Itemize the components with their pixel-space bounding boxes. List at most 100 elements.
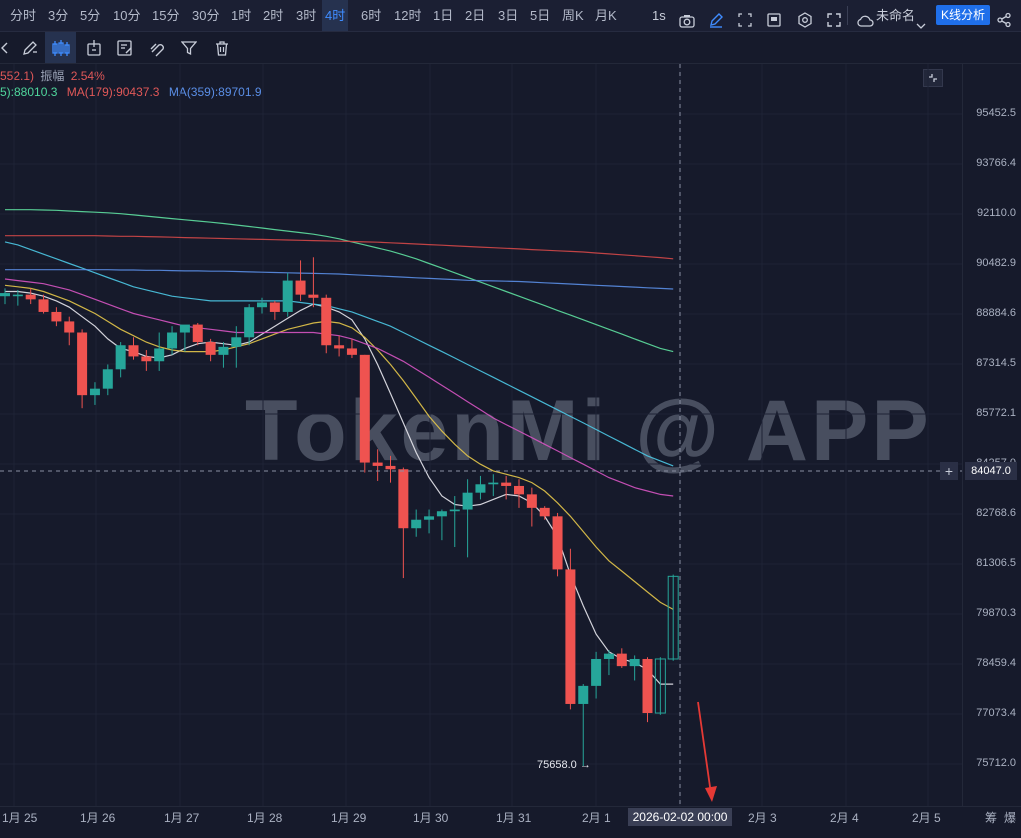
ma-359-value: MA(359):89701.9 <box>168 85 262 99</box>
candle-body <box>591 658 602 686</box>
candle-body <box>192 324 203 343</box>
candle-body <box>411 519 422 529</box>
candle-body <box>526 494 537 508</box>
time-tick-label: 1月 27 <box>164 811 200 825</box>
price-tick-label: 90482.9 <box>976 257 1016 269</box>
candle-body <box>346 348 357 355</box>
candlestick-type-icon[interactable] <box>45 32 76 63</box>
timeframe-2[interactable]: 5分 <box>80 8 101 23</box>
magnet-icon[interactable] <box>141 32 172 63</box>
price-tick-label: 92110.0 <box>977 207 1016 219</box>
pencil-icon[interactable] <box>708 8 724 28</box>
amplitude-label: 振幅 <box>40 69 65 83</box>
timeframe-4[interactable]: 15分 <box>152 8 180 23</box>
timeframe-11[interactable]: 12时 <box>394 8 422 23</box>
add-alert-button[interactable]: + <box>940 462 958 480</box>
timeframe-9[interactable]: 4时 <box>322 0 349 31</box>
gear-icon[interactable] <box>797 8 813 28</box>
price-tick-label: 87314.5 <box>976 357 1016 369</box>
timeframe-1[interactable]: 3分 <box>48 8 69 23</box>
candle-body <box>282 280 293 312</box>
filter-icon[interactable] <box>173 32 204 63</box>
candle-body <box>488 482 499 485</box>
share-icon[interactable] <box>996 8 1012 28</box>
timeframe-3[interactable]: 10分 <box>113 8 141 23</box>
price-tick-label: 88884.6 <box>976 307 1016 319</box>
candle-body <box>475 484 486 493</box>
draw-pen-icon[interactable] <box>14 32 45 63</box>
candle-body <box>629 658 640 667</box>
timeframe-15[interactable]: 5日 <box>530 8 551 23</box>
fullscreen-icon[interactable] <box>826 8 842 27</box>
trash-icon[interactable] <box>206 32 237 63</box>
interval-label[interactable]: 1s <box>652 8 666 23</box>
candlestick-chart[interactable] <box>0 64 962 806</box>
candle-body <box>102 369 113 389</box>
toolbar-divider <box>847 6 848 25</box>
annotation-arrow-line <box>697 701 712 795</box>
liquidation-label[interactable]: 爆 <box>1004 811 1017 825</box>
price-axis[interactable]: 95452.5 93766.4 92110.0 90482.9 88884.6 87314… <box>962 64 1021 806</box>
ma-line-green <box>5 209 674 353</box>
candle-body <box>295 280 306 295</box>
price-tick-label: 85772.1 <box>976 407 1016 419</box>
chevron-left-icon[interactable] <box>0 32 19 63</box>
edit-note-icon[interactable] <box>109 32 140 63</box>
select-frame-icon[interactable] <box>737 8 753 27</box>
candle-body <box>167 332 178 349</box>
timeframe-14[interactable]: 3日 <box>498 8 519 23</box>
time-axis[interactable]: 筹 爆 1月 25 1月 26 1月 27 1月 28 1月 29 1月 30 1月 31 2… <box>0 806 1021 838</box>
candle-body <box>89 388 100 396</box>
timeframe-16[interactable]: 周K <box>562 8 584 23</box>
timeframe-17[interactable]: 月K <box>595 8 617 23</box>
timeframe-12[interactable]: 1日 <box>433 8 454 23</box>
candle-body <box>462 492 473 510</box>
candle-body <box>64 321 75 333</box>
candle-body <box>0 293 10 297</box>
candle-body <box>501 482 512 486</box>
candle-body <box>372 462 383 466</box>
annotation-arrow-head <box>705 786 717 802</box>
layout-name[interactable]: 未命名 <box>876 8 916 23</box>
indicator-icon[interactable] <box>78 32 109 63</box>
candle-body <box>334 345 345 349</box>
price-tick-label: 93766.4 <box>976 157 1016 169</box>
timeframe-5[interactable]: 30分 <box>192 8 220 23</box>
timeframe-8[interactable]: 3时 <box>296 8 317 23</box>
candle-body <box>77 332 88 396</box>
candle-body <box>359 354 370 463</box>
time-tick-label: 1月 31 <box>496 811 532 825</box>
timeframe-6[interactable]: 1时 <box>231 8 252 23</box>
k-analysis-button[interactable]: K线分析 <box>936 5 991 25</box>
crosshair-price-label: 84047.0 <box>965 462 1017 480</box>
time-tick-label: 2月 4 <box>830 811 859 825</box>
candle-body <box>244 307 255 338</box>
time-tick-label: 1月 26 <box>80 811 116 825</box>
timeframe-7[interactable]: 2时 <box>263 8 284 23</box>
candle-body <box>257 302 267 308</box>
price-tick-label: 79870.3 <box>976 607 1016 619</box>
candle-body <box>51 311 62 322</box>
timeframe-10[interactable]: 6时 <box>361 8 382 23</box>
candle-body <box>179 324 190 333</box>
low-price-marker: 75658.0 → <box>537 759 591 771</box>
candle-body <box>436 511 447 517</box>
price-tick-label: 82768.6 <box>976 507 1016 519</box>
candle-body <box>642 658 653 714</box>
time-tick-label: 1月 30 <box>413 811 449 825</box>
timeframe-0[interactable]: 分时 <box>10 8 37 23</box>
candle-body <box>603 653 614 659</box>
chips-label[interactable]: 筹 <box>985 811 998 825</box>
chevron-down-icon[interactable] <box>916 10 926 29</box>
price-tick-label: 95452.5 <box>976 107 1016 119</box>
candle-body <box>654 658 666 714</box>
ohlc-change: 552.1) <box>0 69 35 83</box>
time-tick-label: 2月 1 <box>582 811 611 825</box>
candle-body <box>616 653 627 667</box>
template-icon[interactable] <box>766 8 782 27</box>
ma-line-red <box>5 235 674 260</box>
camera-icon[interactable] <box>679 8 695 28</box>
cloud-icon <box>856 8 874 27</box>
timeframe-13[interactable]: 2日 <box>465 8 486 23</box>
candle-body <box>514 485 524 495</box>
